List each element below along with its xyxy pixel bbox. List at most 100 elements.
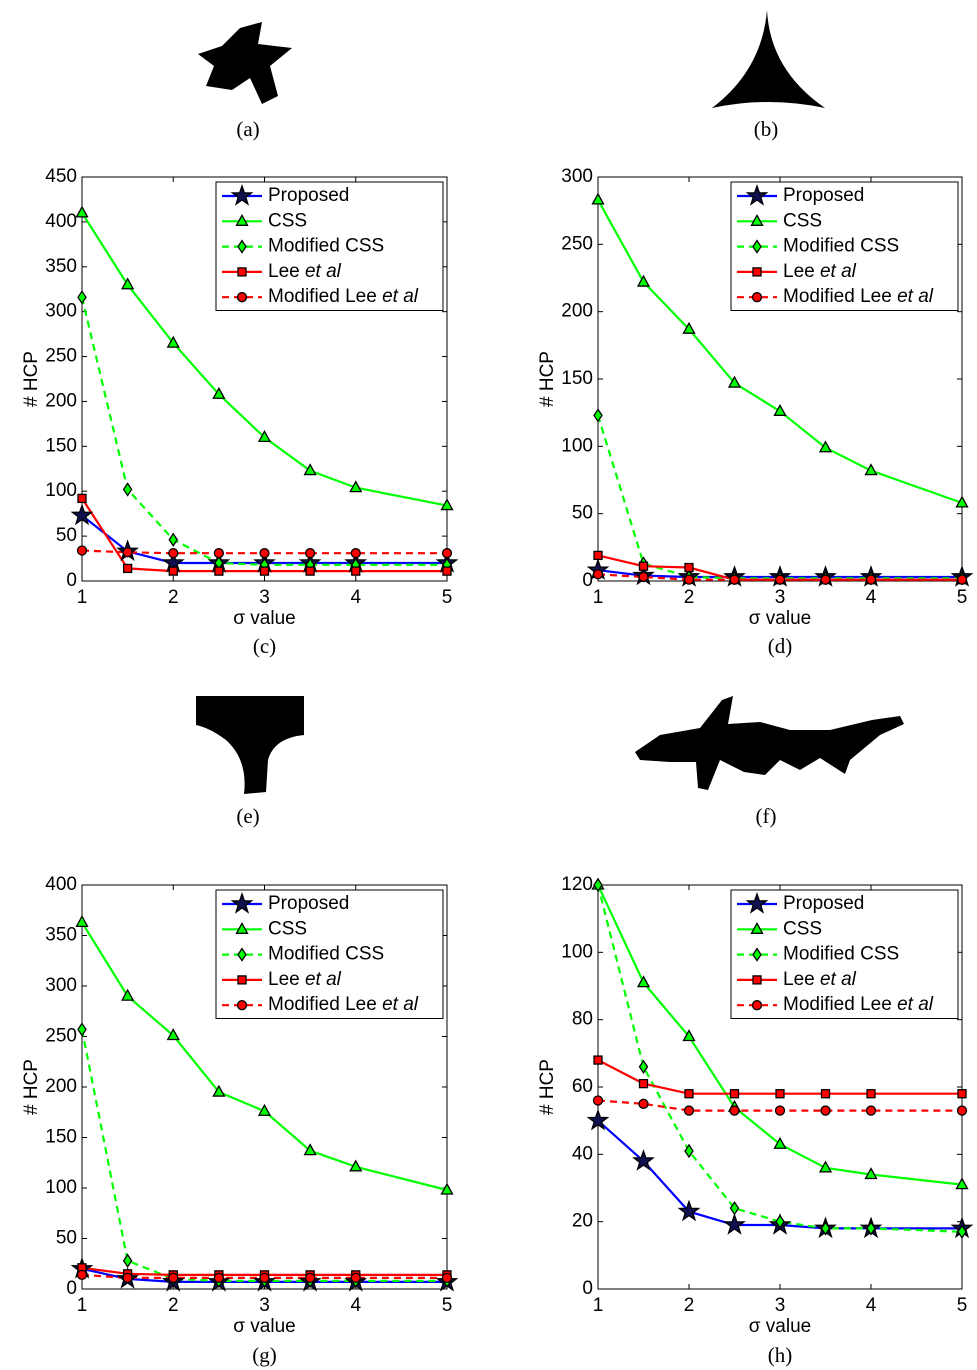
marker	[259, 566, 270, 576]
marker	[750, 921, 764, 934]
marker	[351, 566, 361, 576]
marker	[745, 184, 769, 206]
x-tick-label: 1	[593, 587, 604, 608]
x-tick-label: 2	[684, 587, 695, 608]
legend-label: Modified Lee et al	[268, 994, 419, 1015]
y-tick-label: 200	[45, 1076, 77, 1097]
series-line	[597, 1099, 962, 1112]
y-tick-label: 0	[582, 1278, 593, 1299]
marker	[957, 1089, 967, 1099]
marker	[677, 1199, 701, 1222]
marker	[230, 892, 254, 914]
caption: (g)	[252, 1343, 277, 1367]
legend-text: et al	[820, 261, 857, 282]
legend-label: Proposed	[783, 893, 864, 914]
marker	[122, 1272, 133, 1284]
x-tick-label: 3	[259, 1295, 270, 1316]
marker	[166, 335, 180, 348]
marker	[955, 1177, 969, 1190]
y-tick-label: 150	[45, 1127, 77, 1148]
marker	[237, 239, 247, 254]
y-tick-label: 150	[45, 435, 77, 456]
x-tick-label: 4	[866, 587, 877, 608]
marker	[638, 571, 649, 583]
marker	[729, 1105, 740, 1116]
marker	[638, 1059, 649, 1074]
legend-text: et al	[820, 969, 857, 990]
marker	[592, 569, 604, 580]
x-axis-label: σ value	[233, 608, 295, 629]
caption: (f)	[756, 804, 777, 828]
y-tick-label: 450	[45, 166, 77, 187]
y-tick-label: 100	[561, 941, 593, 962]
marker	[591, 192, 605, 205]
marker	[638, 1098, 649, 1109]
marker	[441, 548, 453, 559]
y-tick-label: 200	[45, 390, 77, 411]
marker	[752, 947, 762, 962]
y-tick-label: 300	[561, 166, 593, 187]
x-tick-label: 1	[77, 1295, 88, 1316]
series-line	[81, 212, 448, 507]
marker	[121, 277, 135, 290]
marker	[774, 574, 786, 585]
legend-text: Lee	[268, 261, 305, 282]
marker	[122, 1253, 133, 1268]
marker	[729, 1089, 740, 1099]
y-axis-label: # HCP	[21, 1059, 42, 1115]
y-tick-label: 350	[45, 925, 77, 946]
y-axis-label: # HCP	[537, 1059, 558, 1115]
marker	[593, 877, 603, 893]
series-line	[597, 1119, 962, 1230]
legend-text: Lee	[783, 261, 820, 282]
x-tick-label: 5	[957, 1295, 968, 1316]
y-tick-label: 250	[45, 346, 77, 367]
y-tick-label: 150	[561, 368, 593, 389]
marker	[121, 988, 135, 1001]
legend-text: Modified Lee	[268, 994, 382, 1015]
marker	[230, 184, 254, 206]
y-tick-label: 0	[66, 570, 77, 591]
legend-label: Modified Lee et al	[783, 286, 934, 307]
x-tick-label: 3	[775, 587, 786, 608]
y-tick-label: 50	[572, 503, 593, 524]
marker	[593, 1055, 603, 1065]
x-tick-label: 3	[775, 1295, 786, 1316]
marker	[818, 440, 833, 453]
marker	[751, 292, 763, 303]
caption: (h)	[768, 1343, 793, 1367]
marker	[636, 274, 651, 287]
y-tick-label: 120	[561, 874, 593, 895]
marker	[956, 1105, 968, 1116]
marker	[820, 1089, 831, 1099]
marker	[593, 408, 603, 423]
marker	[752, 975, 762, 985]
shape-b	[712, 10, 825, 108]
legend-label: Modified CSS	[268, 236, 384, 257]
legend-box	[215, 889, 444, 1019]
marker	[259, 1272, 270, 1284]
marker	[440, 498, 454, 511]
y-tick-label: 50	[56, 525, 77, 546]
marker	[683, 574, 695, 585]
legend-label: Modified CSS	[783, 944, 899, 965]
legend-box	[730, 181, 959, 311]
y-tick-label: 300	[45, 975, 77, 996]
shape-a	[198, 22, 292, 104]
caption: (b)	[754, 117, 779, 141]
series-line	[81, 1266, 447, 1276]
series-line	[80, 1029, 447, 1282]
marker	[955, 495, 969, 508]
legend-label: CSS	[268, 210, 307, 231]
y-tick-label: 40	[572, 1143, 593, 1164]
shape-e	[196, 696, 304, 794]
marker	[305, 566, 315, 576]
marker	[586, 1108, 610, 1131]
marker	[350, 1272, 361, 1284]
marker	[213, 1272, 225, 1284]
x-axis-label: σ value	[749, 1316, 811, 1337]
y-tick-label: 250	[45, 1026, 77, 1047]
marker	[77, 290, 87, 305]
marker	[441, 1272, 453, 1284]
marker	[775, 1089, 785, 1099]
